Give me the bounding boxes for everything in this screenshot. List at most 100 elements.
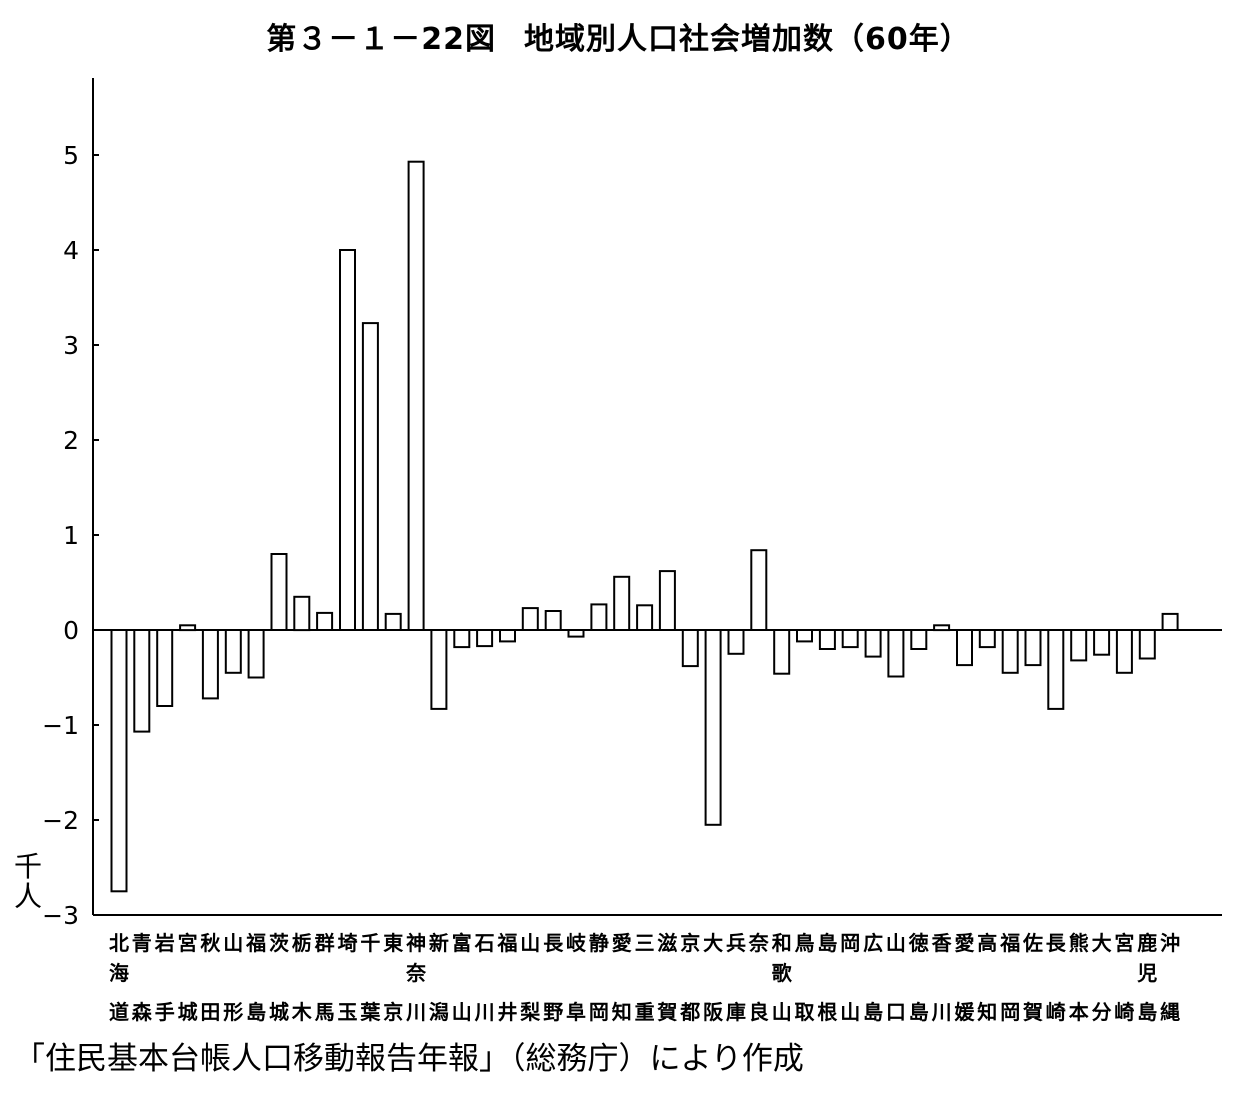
source-note: 「住民基本台帳人口移動報告年報」（総務庁）により作成 <box>14 1041 804 1077</box>
category-label: 森 <box>132 1000 153 1024</box>
category-label: 岡 <box>589 1000 609 1024</box>
y-axis-unit-label: 千人 <box>10 852 46 912</box>
category-label: 石 <box>474 931 495 955</box>
category-label: 鹿 <box>1137 931 1157 955</box>
category-label: 知 <box>612 1000 632 1024</box>
bar-京都 <box>681 629 699 668</box>
category-label: 川 <box>931 1000 952 1024</box>
category-label: 児 <box>1136 961 1157 985</box>
category-label: 大 <box>1092 931 1112 955</box>
category-label: 馬 <box>315 1000 335 1024</box>
category-label: 沖 <box>1160 931 1180 955</box>
category-label: 和 <box>772 931 792 955</box>
bar-愛媛 <box>956 629 973 667</box>
category-label: 新 <box>429 931 449 955</box>
category-label: 野 <box>543 1000 563 1024</box>
bar-佐賀 <box>1024 629 1042 667</box>
bar-宮崎 <box>1115 629 1133 674</box>
bar-岩手 <box>156 629 174 707</box>
category-label: 道 <box>109 1000 129 1024</box>
category-label: 青 <box>132 931 152 955</box>
category-label: 形 <box>223 1000 243 1024</box>
category-label: 香 <box>932 931 953 955</box>
bar-奈良 <box>750 549 768 632</box>
y-tick-label: 2 <box>63 426 79 455</box>
bar-山口 <box>887 629 905 678</box>
category-label: 川 <box>405 1000 426 1024</box>
category-label: 熊 <box>1069 931 1089 955</box>
category-label: 栃 <box>292 931 312 955</box>
bar-東京 <box>384 612 402 632</box>
category-label: 佐 <box>1022 931 1043 955</box>
bar-鹿児島 <box>1138 629 1156 660</box>
category-label: 岡 <box>840 931 860 955</box>
category-label: 愛 <box>955 931 975 955</box>
category-label: 三 <box>635 931 655 955</box>
category-label: 本 <box>1069 1000 1089 1024</box>
category-label: 口 <box>886 1000 906 1024</box>
category-label: 庫 <box>726 1000 746 1024</box>
category-label: 福 <box>497 931 518 955</box>
bar-大阪 <box>704 629 722 826</box>
category-label: 山 <box>520 931 540 955</box>
unit-char: 千 <box>13 850 42 883</box>
bar-和歌山 <box>773 629 791 675</box>
category-label: 長 <box>543 931 564 955</box>
bar-島根 <box>818 629 836 650</box>
bar-千葉 <box>361 322 379 631</box>
category-label: 茨 <box>269 931 289 955</box>
category-label: 分 <box>1092 1000 1112 1024</box>
category-label: 富 <box>452 931 472 955</box>
bar-群馬 <box>316 611 334 632</box>
category-label: 歌 <box>772 961 793 985</box>
category-label: 京 <box>383 1000 403 1024</box>
category-label: 崎 <box>1114 1000 1134 1024</box>
y-tick-label: −2 <box>42 806 79 835</box>
bar-広島 <box>864 629 882 658</box>
category-label: 根 <box>817 1000 837 1024</box>
category-label: 都 <box>679 1000 700 1024</box>
category-label: 大 <box>703 931 723 955</box>
y-tick-label: 0 <box>63 616 79 645</box>
bar-北海道 <box>110 629 128 893</box>
category-label: 梨 <box>520 1000 541 1024</box>
category-label: 島 <box>863 1000 883 1024</box>
bar-新潟 <box>430 629 448 710</box>
category-label: 北 <box>109 931 129 955</box>
bar-茨城 <box>270 553 288 631</box>
category-label: 阜 <box>566 1000 586 1024</box>
category-label: 高 <box>977 931 997 955</box>
category-label: 重 <box>635 1000 655 1024</box>
category-label: 山 <box>772 1000 792 1024</box>
category-label: 海 <box>109 961 129 985</box>
category-label: 兵 <box>726 931 746 955</box>
category-label: 島 <box>246 1000 266 1024</box>
category-label: 神 <box>406 931 426 955</box>
y-tick-label: −1 <box>42 711 79 740</box>
bar-徳島 <box>910 629 928 650</box>
bar-埼玉 <box>339 249 356 631</box>
y-tick-label: 4 <box>63 236 79 265</box>
bar-岐阜 <box>567 629 585 638</box>
bar-山形 <box>224 629 242 674</box>
category-label: 潟 <box>429 1000 449 1024</box>
bar-長崎 <box>1047 629 1065 710</box>
category-label: 田 <box>200 1000 220 1024</box>
category-label: 群 <box>314 931 335 955</box>
category-label: 宮 <box>178 931 198 955</box>
y-tick-label: 3 <box>63 331 79 360</box>
y-tick-label: 1 <box>63 521 79 550</box>
category-label: 賀 <box>1022 1000 1043 1024</box>
bar-鳥取 <box>796 629 813 643</box>
category-label: 城 <box>178 1000 198 1024</box>
figure-number: 第３－１－22図 <box>266 22 496 57</box>
category-label: 広 <box>863 931 883 955</box>
bar-福島 <box>247 629 265 679</box>
figure-title: 第３－１－22図 地域別人口社会増加数（60年） <box>0 14 1237 58</box>
category-label: 手 <box>155 1000 175 1024</box>
category-label: 奈 <box>405 961 427 985</box>
bar-chart: 543210−1−2−3北海道青森岩手宮城秋田山形福島茨城栃木群馬埼玉千葉東京神… <box>42 78 1222 1024</box>
unit-char: 人 <box>13 880 42 913</box>
category-label: 島 <box>817 931 837 955</box>
figure-title-text: 地域別人口社会増加数（60年） <box>524 22 971 57</box>
